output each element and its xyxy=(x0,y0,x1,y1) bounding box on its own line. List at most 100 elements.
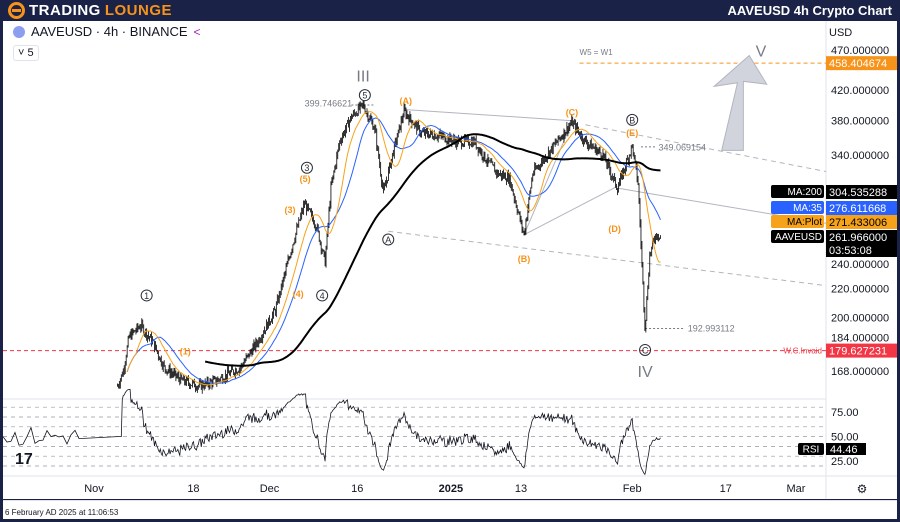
upper-channel-line xyxy=(585,124,827,173)
rsi-value: 44.46 xyxy=(830,444,858,456)
time-tick-label: 17 xyxy=(720,483,732,495)
price-chart[interactable]: 470.000000 420.000000 380.000000 340.000000… xyxy=(3,21,897,499)
price-tag-label-box xyxy=(771,185,824,198)
price-tag-label-box xyxy=(771,230,824,243)
symbol-legend[interactable]: AAVEUSD · 4h · BINANCE < xyxy=(13,24,201,39)
price-tag-value-box xyxy=(826,201,897,215)
w5-price-value: 458.404674 xyxy=(829,58,887,70)
timestamp: 6 February AD 2025 at 11:06:53 xyxy=(5,508,119,517)
lower-channel-line xyxy=(388,230,827,287)
wave-label: A xyxy=(385,235,391,245)
wave-label: (1) xyxy=(180,347,191,357)
price-tag-value: 304.535288 xyxy=(829,187,887,199)
price-tick-label: 340.000000 xyxy=(831,150,889,162)
time-tick-label: 2025 xyxy=(439,483,463,495)
time-tick-label: Mar xyxy=(787,483,806,495)
wave-label: (D) xyxy=(608,224,621,234)
price-tick-label: 184.000000 xyxy=(831,333,889,345)
wave-label: 1 xyxy=(144,291,149,301)
chart-area[interactable]: 470.000000 420.000000 380.000000 340.000000… xyxy=(3,21,897,499)
settings-icon: ⚙ xyxy=(857,482,868,496)
time-tick-label: 18 xyxy=(187,483,199,495)
share-icon[interactable]: < xyxy=(193,24,201,39)
w5-price-tag xyxy=(826,56,897,71)
price-tick-label: 380.000000 xyxy=(831,116,889,128)
price-tag-label-box xyxy=(771,201,824,214)
rsi-label-box xyxy=(798,443,824,455)
brand-logo: TRADING LOUNGE xyxy=(8,2,172,19)
indicators-toggle[interactable]: ˅ 5 xyxy=(13,45,39,61)
invalidation-price-tag xyxy=(826,343,897,358)
wave-circle-icon xyxy=(300,161,313,174)
rsi-tick-label: 50.00 xyxy=(831,432,859,444)
wave-label: (B) xyxy=(518,254,531,264)
rsi-line xyxy=(3,388,661,476)
indicator-count: 5 xyxy=(27,47,34,59)
rsi-label: RSI xyxy=(803,445,820,456)
time-tick-label: 16 xyxy=(351,483,363,495)
wave-label: V xyxy=(756,43,767,60)
wave-label: (5) xyxy=(300,174,311,184)
header-bar: TRADING LOUNGE AAVEUSD 4h Crypto Chart xyxy=(0,0,900,21)
time-tick-label: Nov xyxy=(84,483,104,495)
wave-label: (3) xyxy=(284,205,295,215)
price-tag-label: AAVEUSD xyxy=(775,232,822,243)
price-tag-value: 261.966000 xyxy=(829,232,887,244)
w5-label: W5 = W1 xyxy=(580,48,614,57)
price-tag-value-box xyxy=(826,230,897,257)
wave-label: 3 xyxy=(304,163,309,173)
ma200-line xyxy=(204,133,661,367)
price-tick-label: 220.000000 xyxy=(831,283,889,295)
price-tick-label: 420.000000 xyxy=(831,85,889,97)
wave-label: 5 xyxy=(362,91,367,101)
time-tick-label: Dec xyxy=(260,483,280,495)
logo-icon xyxy=(8,2,25,19)
upper-trendline xyxy=(405,109,572,122)
wave-label: (C) xyxy=(566,108,579,118)
rsi-tick-label: 25.00 xyxy=(831,456,859,468)
triangle-line xyxy=(523,185,618,236)
price-tick-label: 240.000000 xyxy=(831,259,889,271)
price-note: 399.746621 xyxy=(305,98,353,108)
price-tag-label: MA:Plot xyxy=(787,217,822,228)
rsi-value-box xyxy=(826,443,866,455)
wave-label: IV xyxy=(638,364,653,381)
wave-label: (E) xyxy=(626,128,638,138)
price-note: 192.993112 xyxy=(688,324,735,334)
symbol-icon xyxy=(13,25,25,38)
wave-circle-icon xyxy=(316,289,329,302)
wave-label: III xyxy=(356,69,369,86)
projection-arrow-icon xyxy=(712,54,768,151)
wave-label: 4 xyxy=(320,291,325,301)
invalidation-label: W.C.Invaid xyxy=(783,347,822,356)
price-tick-label: 168.000000 xyxy=(831,366,889,378)
price-tag-value-box xyxy=(826,215,897,229)
wave-label: B xyxy=(629,115,635,125)
wave-circle-icon xyxy=(639,343,652,356)
tradingview-logo: 17 xyxy=(15,451,33,468)
countdown-timer: 03:53:08 xyxy=(829,245,872,257)
wave-circle-icon xyxy=(140,289,153,302)
wave-circle-icon xyxy=(626,113,639,126)
price-tag-label-box xyxy=(771,215,824,228)
wave-label: (4) xyxy=(293,289,304,299)
price-note: 349.069154 xyxy=(659,143,707,153)
wave-label: (A) xyxy=(400,96,413,106)
time-tick-label: Feb xyxy=(623,483,642,495)
wave-label: C xyxy=(642,345,649,355)
status-bar: 6 February AD 2025 at 11:06:53 xyxy=(3,500,897,519)
price-tag-value-box xyxy=(826,185,897,199)
price-tag-label: MA:35 xyxy=(793,203,822,214)
price-tag-value: 276.611668 xyxy=(829,203,886,215)
invalidation-price-value: 179.627231 xyxy=(829,346,887,358)
time-tick-label: 13 xyxy=(515,483,527,495)
price-tick-label: 200.000000 xyxy=(831,313,889,325)
price-tag-value: 271.433006 xyxy=(829,217,887,229)
wave-circle-icon xyxy=(358,89,371,102)
symbol-label[interactable]: AAVEUSD · 4h · BINANCE xyxy=(31,24,188,39)
currency-label[interactable]: USD xyxy=(829,27,853,39)
maplot-line xyxy=(126,111,661,386)
triangle-line xyxy=(523,122,573,235)
rsi-tick-label: 75.00 xyxy=(831,407,859,419)
price-tag-label: MA:200 xyxy=(788,187,823,198)
